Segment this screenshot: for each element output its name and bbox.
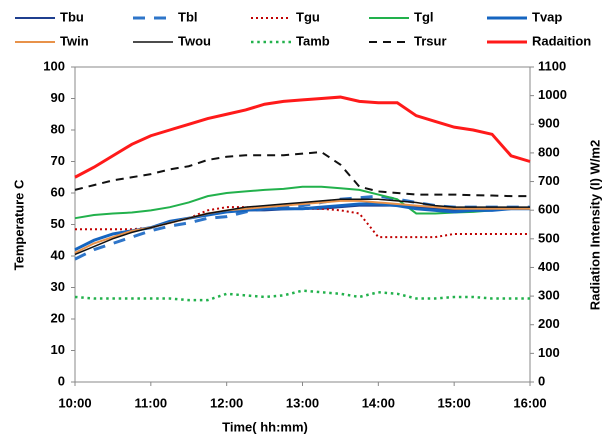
y2-tick-label: 800 <box>538 144 560 159</box>
legend-label: Tvap <box>532 9 562 24</box>
series-line <box>74 198 530 256</box>
y-tick-label: 70 <box>51 153 65 168</box>
y2-tick-label: 100 <box>538 345 560 360</box>
legend-label: Trsur <box>414 33 447 48</box>
y-tick-label: 80 <box>51 121 65 136</box>
y-tick-label: 30 <box>51 279 65 294</box>
y2-tick-label: 200 <box>538 316 560 331</box>
y2-tick-label: 700 <box>538 173 560 188</box>
y-tick-label: 10 <box>51 342 65 357</box>
y2-tick-label: 600 <box>538 202 560 217</box>
y-tick-label: 50 <box>51 216 65 231</box>
x-tick-label: 16:00 <box>513 395 546 410</box>
y2-tick-label: 1100 <box>538 58 566 73</box>
x-tick-label: 14:00 <box>362 395 395 410</box>
y-tick-label: 0 <box>58 373 65 388</box>
x-tick-label: 12:00 <box>210 395 243 410</box>
y-axis-label: Temperature C <box>11 179 26 270</box>
y2-tick-label: 400 <box>538 259 560 274</box>
legend-label: Tamb <box>296 33 330 48</box>
series-line <box>74 289 530 302</box>
y-tick-label: 40 <box>51 247 65 262</box>
y2-tick-label: 500 <box>538 230 560 245</box>
legend-label: Tbl <box>178 9 198 24</box>
legend-label: Tgu <box>296 9 320 24</box>
legend-label: Twou <box>178 33 211 48</box>
x-tick-label: 15:00 <box>438 395 471 410</box>
y-tick-label: 90 <box>51 90 65 105</box>
y-tick-label: 60 <box>51 184 65 199</box>
legend-label: Radaition <box>532 33 591 48</box>
y2-tick-label: 1000 <box>538 87 567 102</box>
y-tick-label: 20 <box>51 310 65 325</box>
legend-label: Twin <box>60 33 89 48</box>
x-tick-label: 10:00 <box>58 395 91 410</box>
y2-axis-label: Radiation Intensity (I) W/m2 <box>587 140 602 310</box>
plot-frame <box>74 66 531 383</box>
y-tick-label: 100 <box>43 58 65 73</box>
y2-tick-label: 300 <box>538 288 560 303</box>
y2-tick-label: 900 <box>538 116 560 131</box>
x-tick-label: 13:00 <box>286 395 319 410</box>
legend-label: Tgl <box>414 9 434 24</box>
series-line <box>74 151 530 198</box>
y2-tick-label: 0 <box>538 373 545 388</box>
x-axis-label: Time( hh:mm) <box>222 419 308 434</box>
series-line <box>74 95 531 179</box>
legend-label: Tbu <box>60 9 84 24</box>
x-tick-label: 11:00 <box>135 395 168 410</box>
